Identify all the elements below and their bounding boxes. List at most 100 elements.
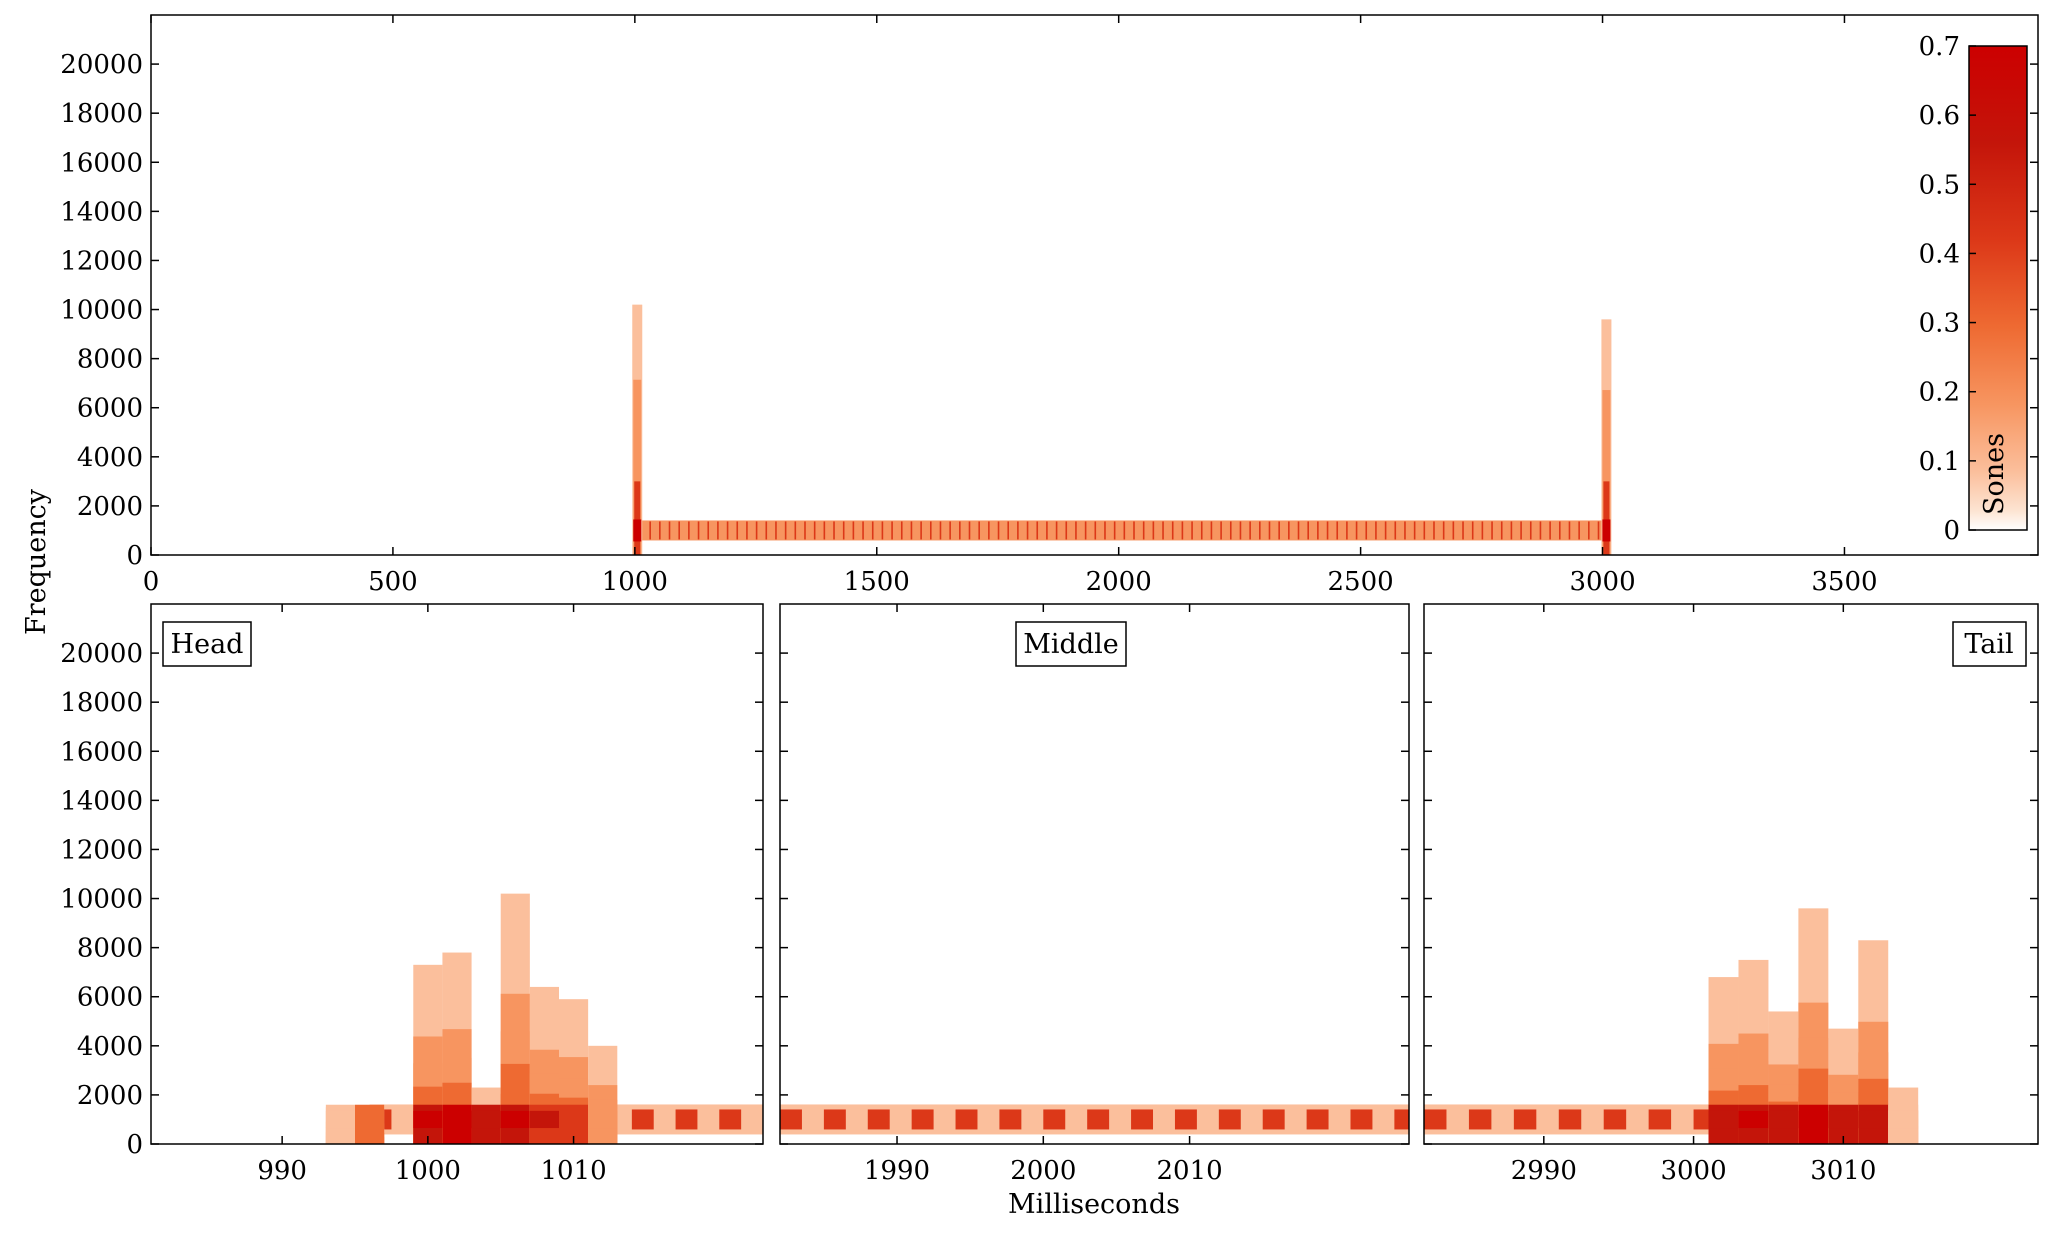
y-tick-label: 14000 [60, 197, 143, 227]
colorbar-label: Sones [1979, 433, 2010, 515]
tone-stripe [1413, 521, 1416, 540]
tone-stripe [1036, 521, 1039, 540]
tone-stripe [1075, 521, 1077, 540]
spectro-peak [1858, 1110, 1889, 1129]
tone-stripe [1084, 521, 1087, 540]
tone-segment [1087, 1109, 1110, 1130]
tone-segment [1648, 1109, 1672, 1130]
spectro-peak [500, 1110, 530, 1129]
tone-stripe [1191, 521, 1193, 540]
tone-stripe [852, 521, 855, 540]
burst-core [634, 481, 641, 555]
tone-stripe [707, 521, 710, 540]
colorbar-tick-label: 0.3 [1919, 309, 1960, 339]
middle-label-box [1015, 621, 1127, 667]
tone-stripe [871, 521, 874, 540]
spectro-peak [442, 1110, 472, 1129]
tone-stripe [678, 521, 680, 540]
tone-segment [1558, 1109, 1582, 1130]
spectro-peak [1768, 1110, 1799, 1129]
tone-stripe [1597, 521, 1600, 540]
tone-stripe [1278, 521, 1280, 540]
tone-stripe [1123, 521, 1126, 540]
x-tick-label: 1010 [540, 1156, 606, 1186]
x-tick-label: 3010 [1810, 1156, 1876, 1186]
colorbar-tick-label: 0.7 [1919, 32, 1960, 62]
tone-stripe [1558, 521, 1561, 540]
tone-stripe [1162, 521, 1164, 540]
tone-stripe [813, 521, 816, 540]
x-axis-title: Milliseconds [1008, 1189, 1180, 1220]
tone-stripe [688, 521, 690, 540]
tone-stripe [997, 521, 1000, 540]
y-tick-label: 10000 [60, 885, 143, 915]
tone-segment [999, 1109, 1022, 1130]
tone-stripe [1065, 521, 1068, 540]
tone-segment [1306, 1109, 1329, 1130]
head-heatmap [325, 893, 763, 1144]
tone-stripe [1297, 521, 1300, 540]
tone-stripe [1500, 521, 1503, 540]
tone-stripe [1578, 521, 1580, 540]
tone-stripe [755, 521, 758, 540]
tone-stripe [649, 521, 651, 540]
y-tick-label: 8000 [77, 934, 143, 964]
colorbar-tick-label: 0.5 [1919, 170, 1960, 200]
tone-stripe [794, 521, 797, 540]
tone-segment [1513, 1109, 1537, 1130]
y-tick-label: 6000 [77, 394, 143, 424]
tone-stripe [746, 521, 748, 540]
tone-stripe [1442, 521, 1445, 540]
tone-stripe [842, 521, 845, 540]
burst-peak [633, 519, 642, 542]
burst-core [1603, 481, 1610, 555]
y-tick-label: 20000 [60, 50, 143, 80]
tail-label-box [1952, 621, 2027, 667]
tone-stripe [1220, 521, 1222, 540]
tone-stripe [1355, 521, 1358, 540]
middle-heatmap [780, 1104, 1409, 1135]
overview-heatmap [632, 304, 1612, 555]
y-tick-label: 10000 [60, 296, 143, 326]
x-tick-label: 1990 [864, 1156, 930, 1186]
y-tick-label: 2000 [77, 492, 143, 522]
tone-stripe [1510, 521, 1513, 540]
tone-stripe [929, 521, 932, 540]
y-tick-label: 4000 [77, 1032, 143, 1062]
y-tick-label: 0 [126, 1130, 143, 1160]
tone-segment [1174, 1109, 1197, 1130]
tone-stripe [736, 521, 739, 540]
tone-band [634, 520, 1608, 541]
x-tick-label: 2990 [1511, 1156, 1577, 1186]
tone-stripe [726, 521, 729, 540]
spectro-peak [471, 1110, 501, 1129]
tone-stripe [1336, 521, 1339, 540]
tone-segment [1468, 1109, 1492, 1130]
spectro-peak [1708, 1110, 1739, 1129]
axis-ticks: 0200040006000800010000120001400016000180… [60, 15, 2038, 1186]
tone-stripe [668, 521, 671, 540]
tone-stripe [959, 521, 961, 540]
y-tick-label: 6000 [77, 983, 143, 1013]
tone-stripe [697, 521, 700, 540]
tone-stripe [1268, 521, 1271, 540]
x-tick-label: 1500 [844, 567, 910, 597]
spectro-peak [1738, 1110, 1769, 1129]
tone-stripe [833, 521, 835, 540]
tone-segment [1424, 1109, 1447, 1130]
tone-segment [867, 1109, 890, 1130]
tone-stripe [1200, 521, 1203, 540]
colorbar [1968, 45, 2028, 531]
tone-stripe [978, 521, 980, 540]
y-tick-label: 14000 [60, 786, 143, 816]
tone-stripe [717, 521, 719, 540]
x-tick-label: 2500 [1328, 567, 1394, 597]
y-tick-label: 18000 [60, 688, 143, 718]
spectro-peak [559, 1110, 589, 1129]
tone-segment [1350, 1109, 1373, 1130]
tone-stripe [1375, 521, 1377, 540]
tail-heatmap [1424, 908, 1919, 1144]
x-tick-label: 3000 [1569, 567, 1635, 597]
tone-stripe [1229, 521, 1232, 540]
